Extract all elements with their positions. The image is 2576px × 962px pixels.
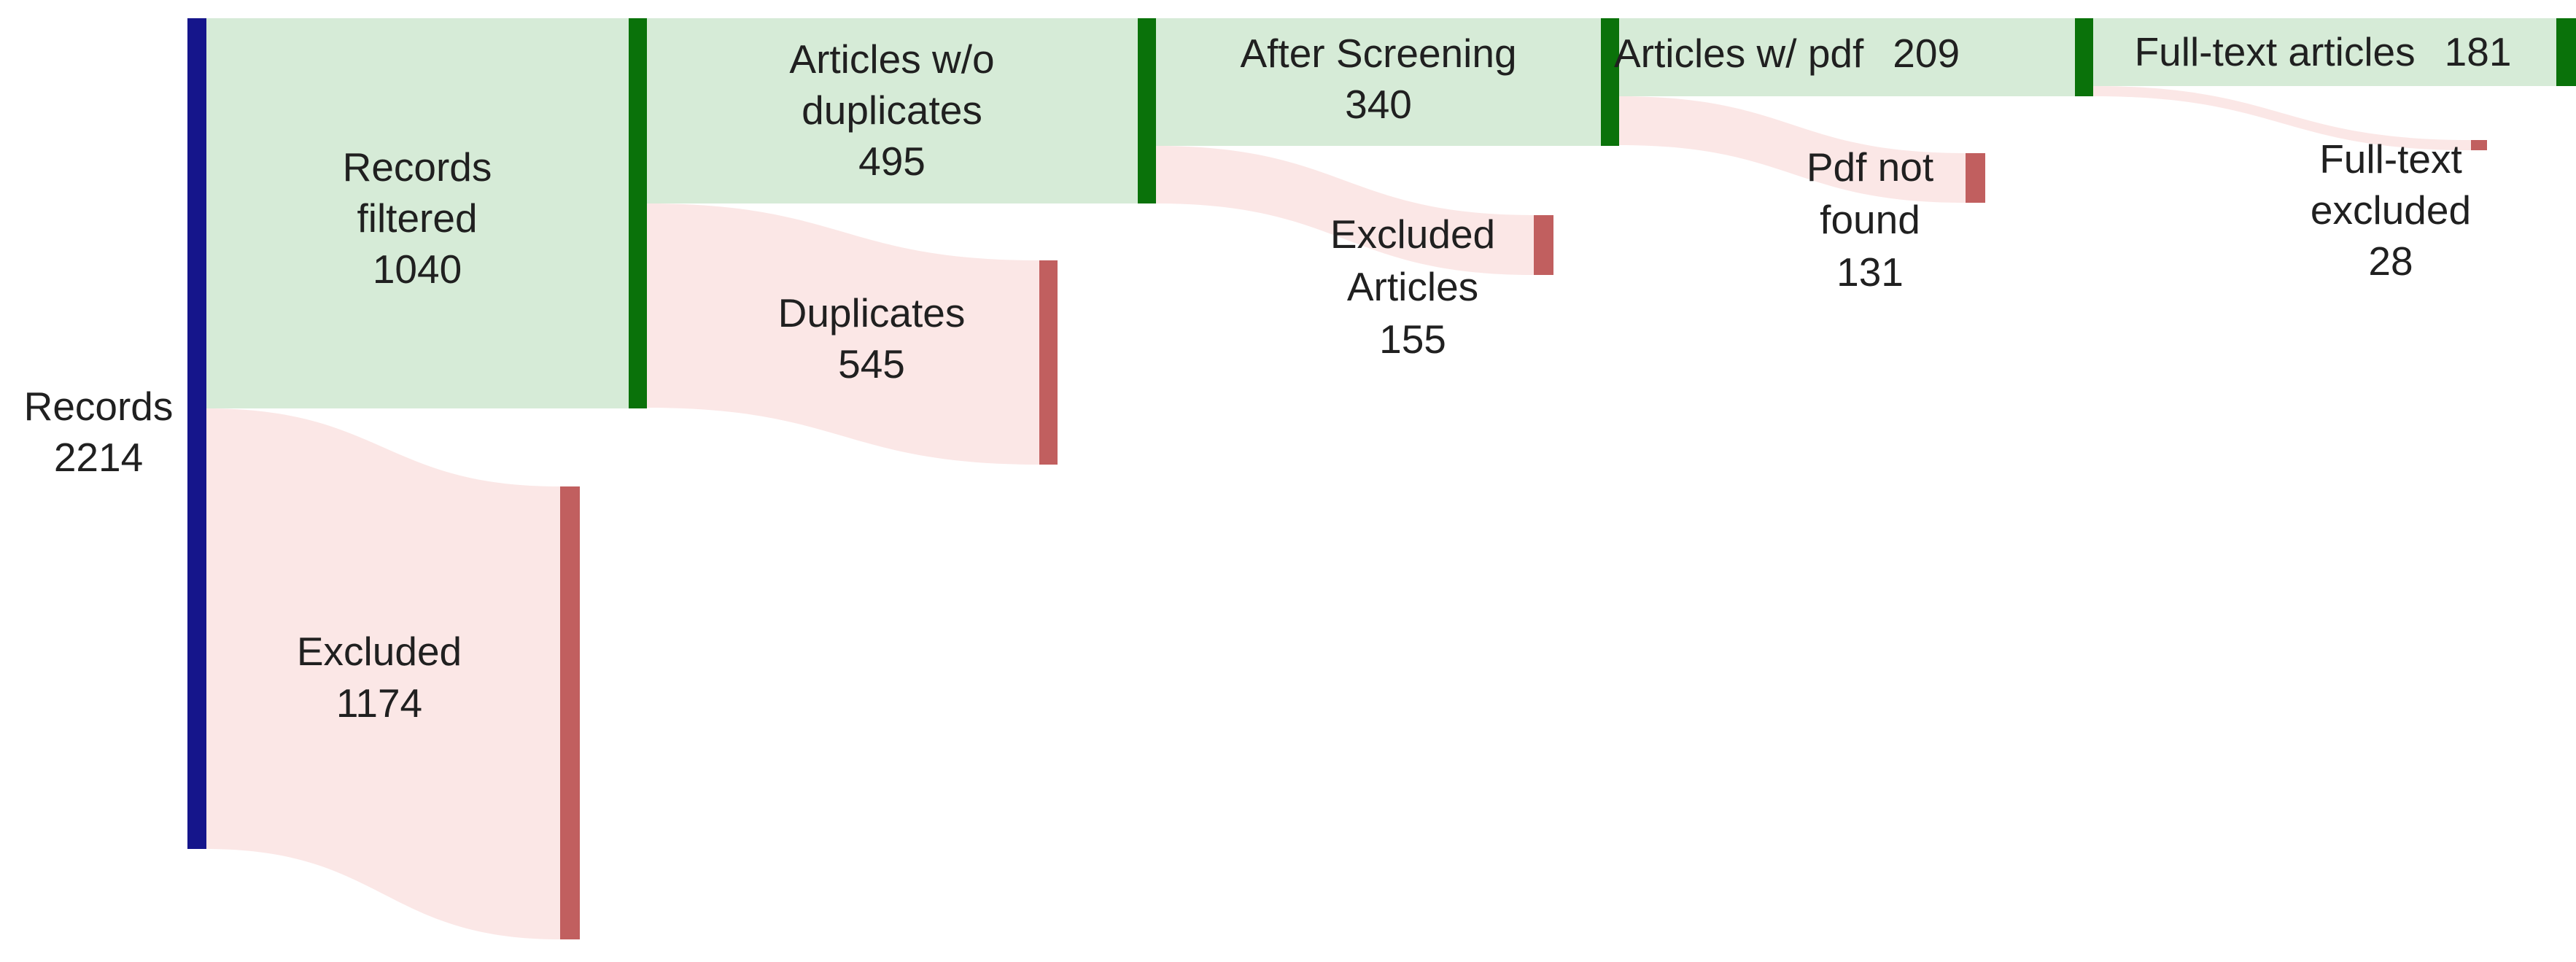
flow-full-text-excluded bbox=[2093, 86, 2471, 150]
label-articles-w-pdf: Articles w/ pdf 209 bbox=[1614, 31, 1960, 76]
label-records-value: 2214 bbox=[54, 435, 143, 480]
label-articles-wo-dup-value: 495 bbox=[858, 139, 926, 184]
label-articles-w-pdf-value: 209 bbox=[1893, 31, 1960, 76]
label-excluded-articles-line1: Excluded bbox=[1330, 212, 1495, 257]
label-articles-wo-dup-line2: duplicates bbox=[802, 88, 982, 133]
label-full-text-excluded-line2: excluded bbox=[2311, 187, 2471, 233]
node-bar-after-screening bbox=[1601, 18, 1619, 146]
label-duplicates-name: Duplicates bbox=[778, 290, 966, 335]
label-records-filtered-line2: filtered bbox=[357, 195, 477, 241]
label-pdf-not-found-line1: Pdf not bbox=[1807, 144, 1933, 190]
label-full-text-excluded-line1: Full-text bbox=[2319, 136, 2462, 182]
node-bar-excluded-articles bbox=[1534, 215, 1553, 275]
label-excluded-name: Excluded bbox=[297, 629, 462, 674]
node-bar-articles-wo-duplicates bbox=[1138, 18, 1156, 203]
label-articles-wo-dup-line1: Articles w/o bbox=[789, 36, 994, 82]
flow-articles-w-pdf bbox=[1619, 18, 2075, 96]
label-full-text-articles: Full-text articles 181 bbox=[2135, 29, 2512, 74]
node-bar-records-filtered bbox=[629, 18, 647, 408]
label-after-screening-value: 340 bbox=[1345, 82, 1412, 127]
flow-after-screening bbox=[1156, 18, 1601, 146]
label-excluded-value: 1174 bbox=[336, 680, 422, 726]
flow-excluded bbox=[206, 408, 560, 939]
label-full-text-excluded-value: 28 bbox=[2368, 238, 2413, 284]
node-bar-duplicates bbox=[1039, 260, 1058, 465]
label-duplicates-value: 545 bbox=[838, 341, 905, 387]
label-records-filtered-value: 1040 bbox=[373, 247, 462, 292]
node-bar-articles-w-pdf bbox=[2075, 18, 2093, 96]
node-bar-excluded bbox=[560, 486, 580, 939]
label-pdf-not-found-line2: found bbox=[1820, 197, 1920, 242]
flow-duplicates bbox=[647, 203, 1039, 465]
label-excluded-articles-value: 155 bbox=[1379, 317, 1446, 362]
flow-pdf-not-found bbox=[1619, 96, 1966, 203]
node-bar-full-text-articles bbox=[2556, 18, 2576, 86]
label-pdf-not-found-value: 131 bbox=[1836, 249, 1904, 295]
flow-articles-wo-duplicates bbox=[647, 18, 1138, 203]
label-records-name: Records bbox=[24, 384, 174, 429]
label-full-text-articles-value: 181 bbox=[2445, 29, 2512, 74]
label-records-filtered-line1: Records bbox=[343, 144, 492, 190]
node-bar-full-text-excluded bbox=[2471, 140, 2487, 150]
node-bar-records bbox=[187, 18, 206, 849]
label-articles-w-pdf-name: Articles w/ pdf bbox=[1614, 31, 1864, 76]
node-bar-pdf-not-found bbox=[1966, 153, 1985, 203]
label-excluded-articles-line2: Articles bbox=[1347, 264, 1478, 309]
flow-full-text-articles bbox=[2093, 18, 2556, 86]
label-full-text-articles-name: Full-text articles bbox=[2135, 29, 2416, 74]
label-after-screening-name: After Screening bbox=[1240, 31, 1516, 76]
flow-records-filtered bbox=[206, 18, 629, 408]
flow-excluded-articles bbox=[1156, 146, 1534, 275]
